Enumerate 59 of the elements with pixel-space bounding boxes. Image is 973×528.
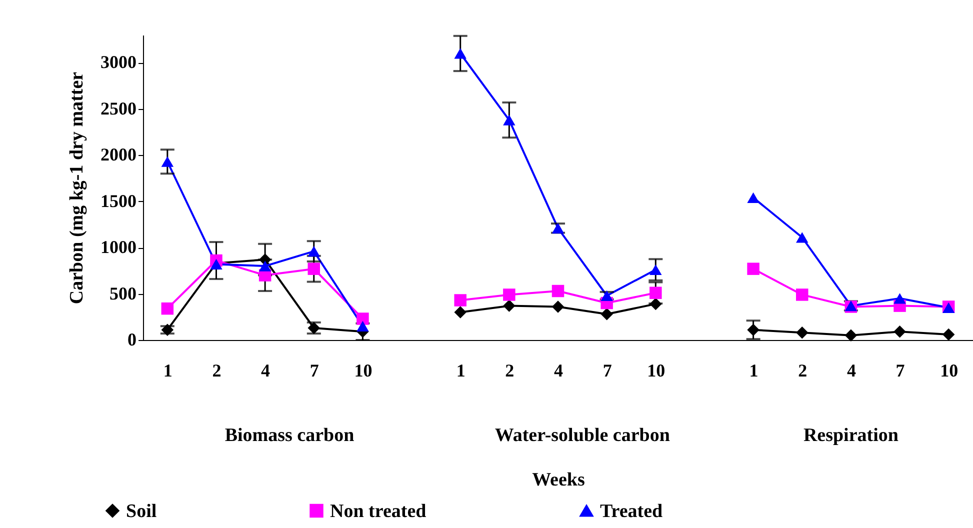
y-tick-label: 2500 — [100, 98, 136, 118]
point — [600, 308, 613, 320]
point — [796, 232, 808, 243]
x-axis-title: Weeks — [532, 470, 585, 490]
x-tick-label: 4 — [261, 360, 270, 380]
point — [503, 300, 516, 312]
y-tick-label: 2000 — [100, 144, 136, 165]
x-tick-label: 7 — [310, 360, 319, 380]
x-tick-label: 7 — [896, 360, 905, 380]
x-tick-label: 4 — [846, 360, 856, 380]
point — [161, 156, 174, 167]
point — [796, 326, 808, 339]
text: Water-soluble carbon — [494, 425, 670, 446]
point — [503, 114, 516, 126]
x-tick-label: 7 — [602, 360, 612, 380]
point — [454, 294, 466, 306]
x-tick-label: 1 — [456, 360, 466, 380]
point — [356, 320, 369, 332]
legend-label: Soil — [126, 500, 157, 522]
text: Respiration — [803, 425, 899, 446]
point — [796, 288, 808, 301]
x-tick-label: 1 — [163, 360, 172, 380]
point — [308, 262, 320, 275]
point — [747, 262, 760, 275]
y-tick-label: 3000 — [100, 52, 136, 72]
point — [747, 192, 760, 203]
point — [894, 293, 906, 304]
y-axis-title: Carbon (mg kg-1 dry matter — [66, 71, 88, 304]
point — [894, 326, 906, 338]
point — [308, 246, 320, 257]
y-tick-label: 0 — [128, 330, 136, 350]
x-tick-label: 4 — [554, 360, 563, 380]
x-tick-label: 10 — [354, 360, 372, 380]
y-tick-label: 500 — [110, 283, 136, 304]
point — [747, 324, 760, 336]
x-tick-label: 2 — [212, 360, 222, 380]
point — [844, 329, 858, 342]
point — [552, 300, 564, 313]
point — [552, 284, 564, 298]
point — [650, 286, 662, 299]
point — [650, 264, 662, 276]
x-tick-label: 2 — [798, 360, 808, 380]
point — [258, 260, 272, 272]
point — [503, 288, 516, 301]
point — [356, 312, 369, 325]
x-tick-label: 1 — [749, 360, 758, 380]
x-tick-label: 10 — [940, 360, 958, 380]
point — [942, 328, 955, 341]
point — [650, 298, 662, 310]
point — [454, 48, 466, 59]
legend-label: Non treated — [330, 500, 427, 522]
y-tick-label: 1500 — [100, 190, 136, 211]
legend-label: Treated — [600, 500, 664, 522]
y-tick-label: 1000 — [100, 237, 136, 258]
x-tick-label: 10 — [647, 360, 666, 380]
point — [454, 306, 466, 318]
x-tick-label: 2 — [505, 360, 514, 380]
point — [161, 302, 174, 315]
text: Biomass carbon — [224, 425, 355, 446]
